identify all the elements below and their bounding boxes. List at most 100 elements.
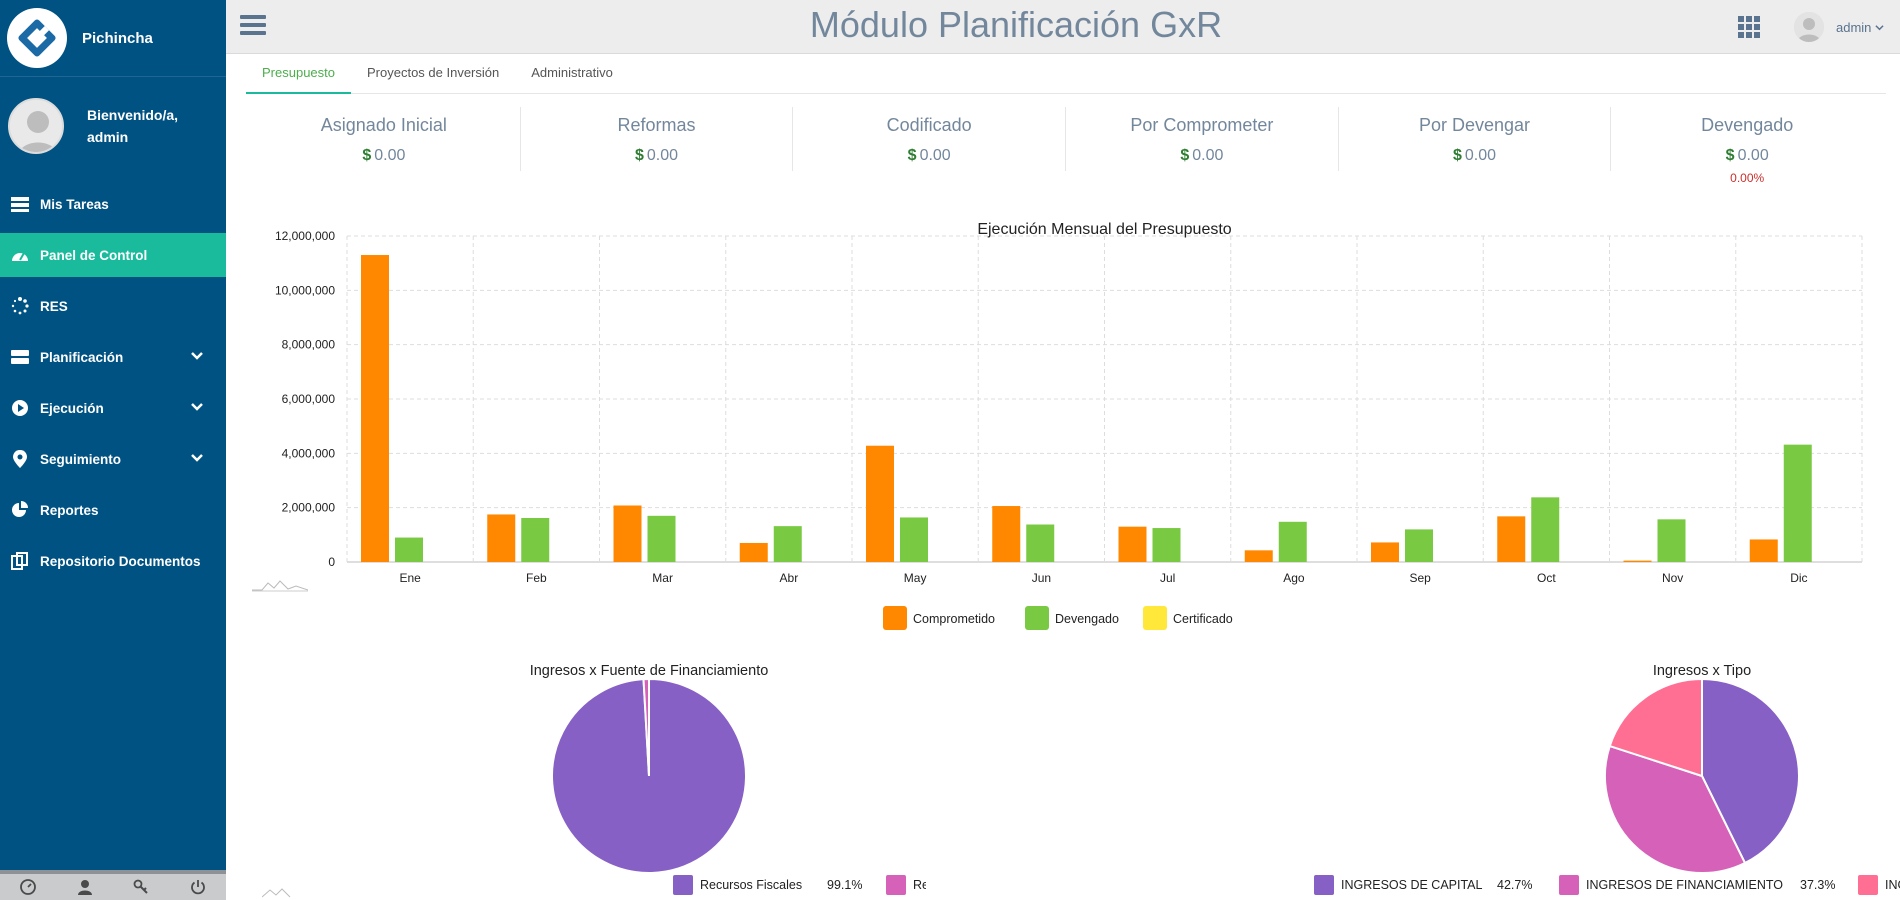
- sidebar-item-res[interactable]: RES: [0, 284, 226, 328]
- avatar[interactable]: [8, 97, 64, 154]
- bar-comprometido: [613, 505, 642, 562]
- user-name: admin: [1836, 19, 1872, 35]
- bar-comprometido: [739, 542, 768, 562]
- chevron-down-icon: [1875, 24, 1885, 30]
- stat-asignado-inicial: Asignado Inicial $0.00: [248, 107, 521, 171]
- currency-symbol: $: [1453, 147, 1462, 164]
- y-tick-label: 0: [328, 555, 335, 569]
- sidebar: Pichincha Bienvenido/a, admin Mis Tarea: [0, 0, 226, 900]
- tab-bar: Presupuesto Proyectos de Inversión Admin…: [246, 55, 1886, 94]
- stat-devengado: Devengado $0.00 0.00%: [1611, 107, 1883, 185]
- bar-devengado: [647, 515, 676, 562]
- sidebar-item-ejecucion[interactable]: Ejecución: [0, 386, 226, 430]
- x-tick-label: Ago: [1283, 571, 1305, 585]
- legend-label: Comprometido: [913, 612, 995, 626]
- pie-chart-ingresos-tipo: Ingresos x Tipo INGRESOS DE CAPITAL 42.7% I…: [1314, 663, 1900, 895]
- brand[interactable]: Pichincha: [0, 0, 226, 77]
- tab-presupuesto[interactable]: Presupuesto: [246, 55, 351, 94]
- sidebar-nav: Mis Tareas Panel de Control RES Planific…: [0, 182, 226, 583]
- stat-por-devengar: Por Devengar $0.00: [1339, 107, 1612, 171]
- currency-symbol: $: [634, 147, 644, 164]
- stat-value: 0.00: [1737, 147, 1769, 164]
- tab-proyectos-de-inversion[interactable]: Proyectos de Inversión: [367, 65, 500, 80]
- hamburger-icon: [240, 15, 266, 35]
- spinner-icon: [10, 296, 30, 316]
- user-menu[interactable]: admin: [1794, 12, 1885, 42]
- bar-devengado: [1278, 521, 1307, 562]
- sidebar-item-planificacion[interactable]: Planificación: [0, 335, 226, 379]
- legend-swatch: [1143, 606, 1167, 630]
- y-tick-label: 2,000,000: [282, 501, 336, 515]
- legend-value: 42.7%: [1497, 878, 1532, 892]
- x-tick-label: Nov: [1662, 571, 1683, 585]
- bar-devengado: [900, 517, 928, 562]
- sidebar-item-seguimiento[interactable]: Seguimiento: [0, 437, 226, 481]
- stat-title: Codificado: [886, 115, 972, 135]
- chart-title: Ingresos x Tipo: [1653, 663, 1751, 679]
- sidebar-item-label: RES: [40, 298, 68, 314]
- currency-symbol: $: [907, 147, 917, 164]
- stat-title: Asignado Inicial: [320, 115, 447, 135]
- y-tick-label: 4,000,000: [282, 446, 336, 460]
- tab-administrativo[interactable]: Administrativo: [531, 65, 613, 80]
- sidebar-item-label: Repositorio Documentos: [40, 553, 201, 569]
- pie-chart-fuente-financiamiento: Ingresos x Fuente de Financiamiento Recur…: [530, 663, 926, 895]
- bar-comprometido: [1244, 550, 1273, 562]
- stat-reformas: Reformas $0.00: [521, 107, 794, 171]
- grid-icon: [1738, 16, 1760, 38]
- bar-devengado: [1405, 529, 1433, 562]
- brand-name: Pichincha: [82, 29, 153, 47]
- pie-slice: [1608, 677, 1703, 778]
- y-tick-label: 6,000,000: [282, 392, 336, 406]
- bar-comprometido: [992, 506, 1021, 562]
- bar-comprometido: [866, 445, 894, 562]
- legend-label: INGRESOS DE CAPITAL: [1341, 878, 1483, 892]
- sidebar-item-panel-de-control[interactable]: Panel de Control: [0, 233, 226, 277]
- sidebar-item-mis-tareas[interactable]: Mis Tareas: [0, 182, 226, 226]
- bar-comprometido: [487, 514, 516, 562]
- pie-chart-icon: [10, 500, 30, 520]
- bar-comprometido: [361, 255, 389, 562]
- top-nav: Módulo Planificación GxR admin: [226, 0, 1900, 54]
- stat-value: 0.00: [1464, 147, 1497, 164]
- sidebar-item-reportes[interactable]: Reportes: [0, 488, 226, 532]
- logout-button[interactable]: [170, 874, 227, 900]
- sidebar-item-repositorio-documentos[interactable]: Repositorio Documentos: [0, 539, 226, 583]
- profile-button[interactable]: [57, 874, 114, 900]
- chevron-down-icon: [191, 352, 203, 360]
- x-tick-label: Feb: [526, 571, 547, 585]
- stats-row: Asignado Inicial $0.00 Reformas $0.00 Co…: [248, 107, 1883, 243]
- bar-devengado: [521, 517, 550, 562]
- files-icon: [10, 551, 30, 571]
- stat-value: 0.00: [374, 147, 406, 164]
- legend-label: INGRESOS CORRIENTES: [1885, 878, 1900, 892]
- chevron-down-icon: [191, 454, 203, 462]
- x-tick-label: Oct: [1537, 571, 1556, 585]
- bar-chart-ejecucion-mensual: Ejecución Mensual del Presupuesto 0 2,000,…: [275, 221, 1863, 630]
- stat-value: 0.00: [646, 147, 679, 164]
- legend-swatch: [883, 606, 907, 630]
- bar-comprometido: [1623, 560, 1652, 562]
- lock-button[interactable]: [113, 874, 170, 900]
- y-tick-label: 8,000,000: [282, 338, 336, 352]
- currency-symbol: $: [1180, 147, 1190, 164]
- sidebar-item-label: Mis Tareas: [40, 196, 109, 212]
- legend-label: Certificado: [1173, 612, 1233, 626]
- power-icon: [190, 880, 205, 895]
- menu-toggle-button[interactable]: [240, 15, 266, 37]
- bar-comprometido: [1371, 542, 1399, 562]
- legend-swatch: [886, 875, 906, 895]
- sidebar-item-label: Seguimiento: [40, 451, 122, 467]
- welcome-text: Bienvenido/a,: [87, 106, 179, 123]
- brand-logo-icon: [7, 8, 67, 68]
- stat-title: Reformas: [617, 115, 696, 135]
- bar-comprometido: [1118, 526, 1147, 562]
- legend-value: 99.1%: [827, 878, 862, 892]
- settings-gauge-button[interactable]: [0, 874, 57, 900]
- x-tick-label: Mar: [652, 571, 673, 585]
- stat-value: 0.00: [1192, 147, 1224, 164]
- key-icon: [133, 879, 148, 894]
- apps-grid-button[interactable]: [1738, 16, 1760, 38]
- legend-swatch: [1314, 875, 1334, 895]
